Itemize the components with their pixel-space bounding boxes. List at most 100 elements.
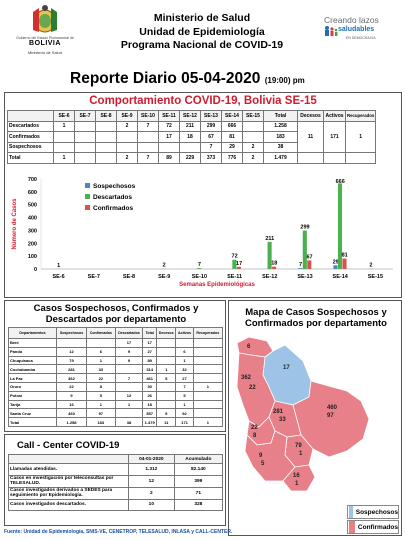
department-row: Potosí 9 5 12 26 5: [8, 390, 224, 401]
department-row: Beni 17 17: [8, 338, 224, 348]
bar-data-label: 29: [333, 259, 339, 265]
map-label-value: 22: [251, 425, 258, 431]
bar-data-label: 17: [236, 261, 242, 267]
department-cell: [155, 338, 177, 348]
weekly-header-cell: Activos: [323, 110, 346, 122]
confirmados-swatch: [349, 521, 355, 533]
weekly-header-cell: Recuperados: [344, 110, 377, 122]
weekly-header-cell: SE-7: [74, 110, 96, 122]
department-cell: 314: [142, 364, 157, 375]
department-cell: 16: [55, 399, 88, 410]
map-label-value: 362: [241, 375, 252, 381]
call-row-day: 10: [128, 498, 175, 511]
department-cell: 7: [114, 373, 144, 383]
department-header-cell: Total: [142, 327, 157, 339]
department-cell: 18: [142, 399, 157, 410]
weekly-cell: 7: [137, 152, 159, 164]
map-legend-confirmados: Confirmados: [347, 520, 399, 534]
x-tick-label: SE-9: [158, 274, 170, 280]
department-name: Oruro: [8, 381, 57, 392]
call-header-cell: 04-01-2020: [128, 454, 175, 464]
department-name: Beni: [8, 338, 57, 348]
department-cell: 33: [86, 364, 116, 375]
y-tick-label: 500: [28, 203, 37, 209]
weekly-header-cell: SE-14: [221, 110, 243, 122]
department-cell: 27: [175, 373, 194, 383]
call-center-row: Casos en investigación por teleconsultas…: [8, 474, 224, 488]
weekly-cell: [242, 120, 264, 132]
department-cell: 461: [142, 373, 157, 383]
map-box: Mapa de Casos Sospechosos y Confirmados …: [228, 300, 402, 536]
call-row-day: 1.312: [128, 463, 175, 476]
weekly-cell: [95, 152, 117, 164]
map-label-value: 460: [327, 405, 338, 411]
x-axis-label: Semanas Epidemiológicas: [179, 282, 255, 288]
weekly-header-cell: Total: [263, 110, 298, 122]
map-label-value: 281: [273, 409, 284, 415]
weekly-row-label: Descartados: [7, 120, 54, 132]
department-cell: [114, 364, 144, 375]
legend-swatch-sospechosos: [85, 183, 90, 188]
call-row-acc: 399: [173, 474, 224, 488]
department-cell: 12: [114, 390, 144, 401]
department-cell: [192, 373, 224, 383]
department-header-cell: Activos: [175, 327, 194, 339]
department-row: Chuquisaca 79 1 9 89 1: [8, 355, 224, 366]
department-cell: 17: [142, 338, 157, 348]
bar-data-label: 18: [271, 261, 277, 267]
weekly-summary-box: Comportamiento COVID-19, Bolivia SE-15 S…: [4, 92, 402, 298]
department-header-cell: Confirmados: [86, 327, 116, 339]
map-label-value: 1: [295, 481, 299, 487]
weekly-cell-total: 183: [263, 131, 298, 143]
department-cell: 1.258: [55, 417, 88, 427]
department-header-cell: Recuperados: [192, 327, 224, 339]
bar-data-label: 2: [369, 263, 372, 269]
department-cell: [192, 355, 224, 366]
bar-confirmados: [236, 266, 241, 269]
department-cell: 8: [86, 381, 116, 392]
y-tick-label: 700: [28, 177, 37, 183]
call-header-cell: Acumulado: [173, 454, 224, 464]
department-row: Santa Cruz 460 97 557 5 92: [8, 408, 224, 419]
department-row: Pando 12 6 9 27 6: [8, 346, 224, 357]
weekly-cell: [158, 141, 180, 153]
department-cell: [55, 338, 88, 348]
department-cell: 38: [114, 417, 144, 427]
logo-gov-line: Gobierno del Estado Plurinacional de: [16, 36, 74, 40]
weekly-row-label: Confirmados: [7, 131, 54, 143]
department-cell: [155, 355, 177, 366]
department-cell: 9: [55, 390, 88, 401]
weekly-cell: 72: [158, 120, 180, 132]
weekly-cell: 1: [53, 120, 75, 132]
title-line-1: Ministerio de Salud: [153, 12, 251, 24]
weekly-cell: 2: [116, 120, 138, 132]
department-cell: 6: [175, 346, 194, 357]
weekly-row-label: Sospechosos: [7, 141, 54, 153]
weekly-row-descartados: Descartados 1 2 7 72 211 299 666 1.258 1…: [7, 120, 377, 153]
bar-data-label: 7: [299, 262, 302, 268]
department-title: Casos Sospechosos, Confirmados y Descart…: [7, 303, 225, 325]
weekly-cell: [74, 141, 96, 153]
call-center-row: Casos investigados descartados. 10 328: [8, 498, 224, 511]
department-cell: 92: [175, 408, 194, 419]
department-cell: [114, 408, 144, 419]
weekly-cell: 776: [221, 152, 243, 164]
bar-data-label: 72: [232, 254, 238, 260]
y-axis-label: Número de Casos: [12, 198, 18, 250]
report-hour: (19:00) pm: [264, 76, 305, 85]
weekly-decesos: 11: [297, 120, 324, 153]
department-cell: 6: [86, 346, 116, 357]
bar-sospechosos: [333, 265, 338, 269]
weekly-cell: [323, 152, 346, 164]
weekly-header-cell: SE-13: [200, 110, 222, 122]
weekly-cell: [95, 131, 117, 143]
weekly-bar-chart: 0 100 200 300 400 500 600 700 Número de Casos SE-…: [7, 173, 401, 297]
department-cell: 30: [142, 381, 157, 392]
y-tick-label: 100: [28, 254, 37, 260]
call-center-table: 04-01-2020 Acumulado Llamadas atendidas.…: [8, 454, 224, 511]
weekly-cell-total: 38: [263, 141, 298, 153]
weekly-cell: 229: [179, 152, 201, 164]
department-cell: 17: [114, 338, 144, 348]
department-title-line-1: Casos Sospechosos, Confirmados y: [33, 303, 199, 314]
map-label-value: 16: [293, 473, 300, 479]
